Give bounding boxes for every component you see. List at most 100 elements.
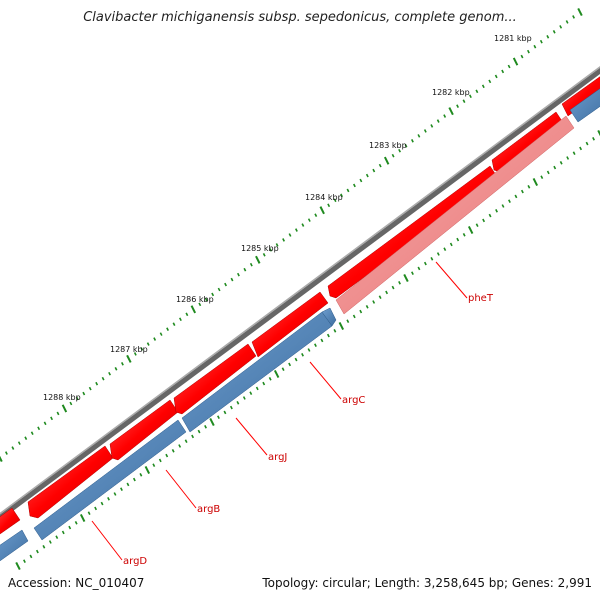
minor-tick [527, 49, 530, 54]
minor-tick [172, 322, 176, 326]
minor-tick [436, 252, 440, 256]
forward-feature[interactable] [251, 291, 329, 358]
minor-tick [113, 492, 117, 496]
minor-tick [340, 193, 343, 198]
reverse-strand-features [0, 80, 600, 568]
minor-tick [171, 449, 175, 453]
scale-label: 1286 kbp [176, 295, 214, 304]
minor-tick [552, 30, 556, 34]
major-tick [448, 107, 454, 116]
minor-tick [301, 223, 305, 227]
minor-tick [114, 367, 118, 371]
minor-tick [346, 188, 350, 193]
minor-tick [255, 386, 259, 391]
minor-tick [69, 401, 73, 406]
minor-tick [417, 266, 421, 271]
minor-tick [288, 362, 292, 367]
minor-tick [469, 94, 472, 99]
minor-tick [281, 367, 285, 371]
minor-tick [592, 137, 595, 141]
minor-tick [327, 203, 331, 208]
minor-tick [268, 377, 272, 381]
forward-feature[interactable] [109, 399, 179, 461]
forward-feature[interactable] [173, 343, 257, 415]
minor-tick [404, 144, 408, 148]
minor-tick [398, 148, 401, 153]
minor-tick [456, 104, 459, 108]
minor-tick [540, 175, 544, 179]
map-title: Clavibacter michiganensis subsp. sepedon… [83, 10, 517, 25]
minor-tick [520, 189, 524, 194]
major-tick [79, 513, 86, 523]
minor-tick [132, 477, 136, 482]
forward-feature[interactable] [27, 445, 114, 519]
minor-tick [352, 314, 356, 319]
minor-tick [359, 309, 363, 314]
minor-tick [42, 545, 46, 549]
scale-label: 1285 kbp [241, 244, 279, 253]
major-tick [15, 561, 21, 571]
gene-label-argC: argC [342, 395, 365, 406]
minor-tick [11, 446, 15, 450]
scale-label: 1283 kbp [369, 141, 407, 150]
reverse-feature[interactable] [569, 80, 600, 123]
gene-pheT-feature[interactable] [335, 115, 575, 315]
minor-tick [456, 237, 460, 242]
scale-label: 1284 kbp [305, 193, 343, 202]
major-tick [467, 225, 474, 235]
minor-tick [295, 228, 298, 232]
minor-tick [146, 342, 150, 346]
minor-tick [301, 353, 304, 357]
minor-tick [23, 559, 26, 563]
minor-tick [243, 267, 247, 272]
gene-argC-feature[interactable] [321, 307, 337, 327]
minor-tick [488, 79, 492, 84]
minor-tick [417, 134, 421, 138]
minor-tick [126, 482, 130, 487]
minor-tick [391, 285, 395, 290]
major-tick [403, 273, 409, 283]
genome-backbone [0, 65, 600, 521]
minor-tick [514, 194, 518, 199]
minor-tick [572, 151, 576, 155]
minor-tick [50, 416, 53, 421]
outer-scale-ticks [0, 7, 583, 463]
minor-tick [307, 218, 311, 222]
minor-tick [75, 396, 79, 401]
minor-tick [230, 277, 234, 282]
minor-tick [520, 54, 524, 59]
minor-tick [82, 391, 86, 396]
minor-tick [191, 434, 195, 439]
minor-tick [140, 347, 144, 351]
minor-tick [184, 439, 188, 443]
minor-tick [546, 34, 550, 39]
minor-tick [365, 173, 369, 178]
minor-tick [100, 501, 104, 506]
minor-tick [224, 282, 227, 287]
minor-tick [133, 352, 137, 356]
minor-tick [30, 431, 34, 436]
gene-label-pheT: pheT [468, 293, 494, 304]
gene-argB-feature[interactable] [33, 419, 187, 541]
forward-feature[interactable] [0, 507, 21, 541]
minor-tick [495, 209, 498, 213]
minor-tick [553, 165, 557, 170]
minor-tick [275, 243, 279, 247]
minor-tick [211, 292, 215, 297]
minor-tick [108, 371, 111, 376]
gene-argD-feature[interactable] [0, 529, 29, 568]
minor-tick [158, 458, 162, 463]
gene-labels: pheT argC argJ argB argD [123, 293, 494, 567]
major-tick [273, 369, 280, 379]
minor-tick [29, 554, 33, 559]
minor-tick [475, 89, 479, 94]
minor-tick [411, 139, 414, 143]
gene-label-argD: argD [123, 556, 147, 567]
gene-label-lines [91, 261, 468, 561]
gene-argJ-feature[interactable] [181, 311, 333, 433]
forward-feature[interactable] [561, 68, 600, 117]
minor-tick [269, 248, 273, 252]
minor-tick [68, 525, 72, 530]
minor-tick [88, 386, 92, 391]
minor-tick [87, 511, 91, 515]
